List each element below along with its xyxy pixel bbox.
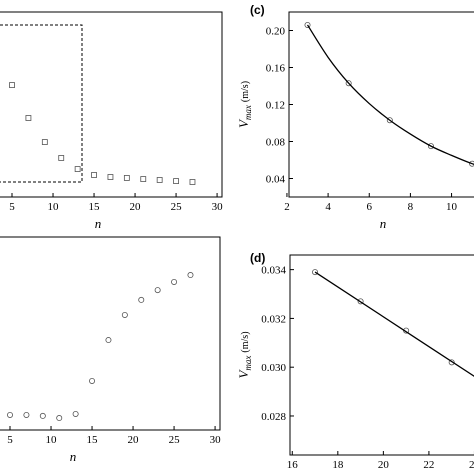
point (56, 415, 63, 422)
point (7, 411, 14, 418)
x-tick-label: 10 (446, 201, 458, 213)
x-tick-label: 30 (210, 434, 222, 446)
point (107, 174, 114, 180)
y-tick-label: 0.12 (266, 100, 285, 112)
x-tick-label: 15 (89, 201, 101, 213)
y-label-unit: (m/s) (240, 331, 251, 352)
x-tick-label: 20 (378, 459, 390, 471)
y-tick-label: 0.030 (261, 362, 286, 374)
x-tick-label: 20 (128, 434, 140, 446)
x-tick-label: 15 (87, 434, 99, 446)
y-tick-label: 0.08 (266, 137, 286, 149)
point (41, 139, 48, 145)
fit-line (306, 24, 474, 166)
x-axis-label: n (95, 216, 102, 231)
x-tick-label: 24 (469, 459, 474, 471)
zoom-box (0, 24, 83, 183)
y-axis-label: Vmax (m/s) (236, 81, 253, 128)
point (9, 82, 15, 88)
panel-label: (d) (250, 251, 265, 265)
axes-frame (289, 254, 474, 456)
y-label-main: V (236, 369, 251, 379)
y-label-unit: (m/s) (240, 81, 251, 102)
fit-line (314, 271, 474, 377)
x-tick-label: 25 (171, 201, 183, 213)
axes-frame (0, 236, 221, 431)
x-tick-label: 16 (287, 459, 299, 471)
point (156, 177, 163, 183)
point (58, 155, 65, 161)
x-tick-label: 20 (130, 201, 142, 213)
y-tick-label: 0.028 (261, 411, 286, 423)
x-tick-label: 10 (48, 201, 60, 213)
point (138, 296, 145, 303)
x-tick-label: 18 (332, 459, 344, 471)
y-tick-label: 0.04 (266, 174, 286, 186)
axes-frame (0, 11, 223, 198)
x-tick-label: 30 (212, 201, 224, 213)
x-tick-label: 10 (46, 434, 58, 446)
point (72, 410, 79, 417)
point (154, 287, 161, 294)
y-tick-label: 0.032 (261, 313, 286, 325)
point (140, 176, 147, 182)
y-label-sub: max (243, 105, 253, 120)
panel-label: (c) (250, 3, 265, 17)
y-tick-label: 0.16 (266, 63, 286, 75)
point (173, 178, 179, 184)
x-axis-label: n (380, 216, 387, 231)
point (89, 377, 96, 384)
point (105, 337, 112, 344)
y-label-sub: max (243, 356, 253, 371)
x-tick-label: 5 (7, 434, 13, 446)
point (39, 412, 46, 419)
point (121, 311, 128, 318)
point (25, 115, 32, 121)
point (91, 172, 97, 178)
x-tick-label: 25 (169, 434, 181, 446)
x-tick-label: 5 (9, 201, 15, 213)
x-tick-label: 8 (408, 201, 414, 213)
point (189, 179, 196, 185)
x-tick-label: 4 (325, 201, 331, 213)
y-tick-label: 0.034 (261, 265, 286, 277)
point (23, 411, 30, 418)
point (171, 278, 178, 285)
y-label-main: V (236, 118, 251, 128)
x-tick-label: 6 (367, 201, 373, 213)
point (123, 175, 130, 181)
point (187, 272, 194, 279)
x-axis-label: n (70, 449, 77, 464)
y-tick-label: 0.20 (266, 26, 286, 38)
x-tick-label: 22 (423, 459, 434, 471)
y-axis-label: Vmax (m/s) (236, 331, 253, 378)
x-tick-label: 2 (284, 201, 290, 213)
point (74, 166, 81, 172)
